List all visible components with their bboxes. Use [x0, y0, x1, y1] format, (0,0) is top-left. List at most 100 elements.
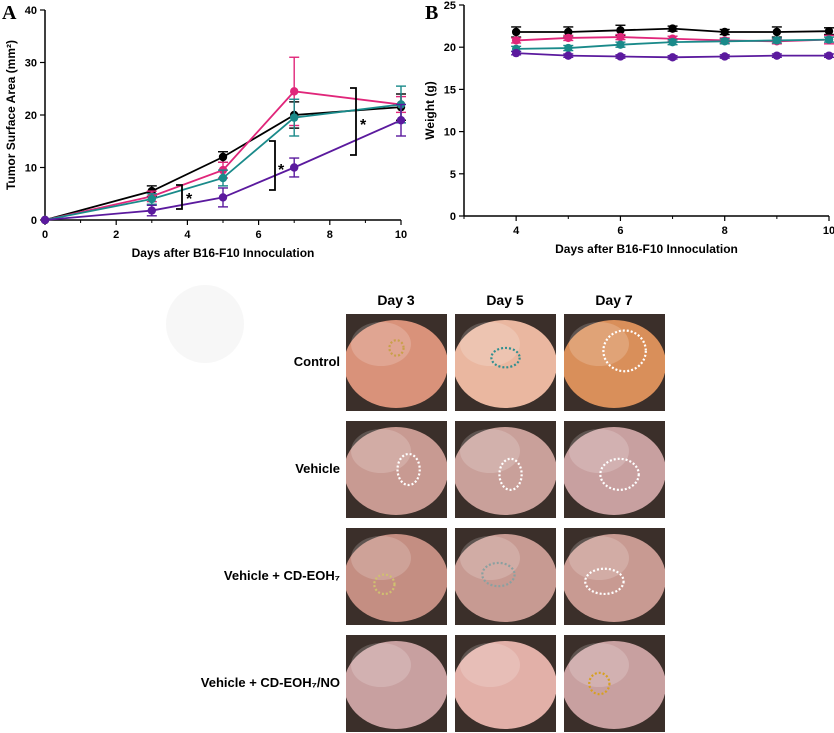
photo-column-header: Day 3	[377, 292, 415, 308]
skin-highlight	[569, 536, 629, 580]
data-point	[772, 36, 782, 45]
tumor-outline	[588, 671, 611, 696]
skin-patch	[455, 427, 556, 515]
x-tick-label: 8	[722, 225, 728, 237]
data-point	[824, 35, 834, 44]
x-axis-title: Days after B16-F10 Innoculation	[132, 246, 315, 260]
y-tick-label: 40	[25, 5, 37, 17]
tumor-outline	[599, 457, 640, 491]
skin-highlight	[569, 429, 629, 473]
skin-patch	[346, 641, 447, 729]
data-point	[290, 113, 299, 122]
data-point	[720, 52, 729, 61]
tumor-outline	[396, 452, 421, 487]
photo-canvas	[346, 635, 447, 732]
tumor-outline	[498, 457, 523, 491]
photo-canvas	[455, 314, 556, 411]
photo-column-header: Day 5	[486, 292, 524, 308]
data-point	[290, 163, 299, 172]
photo-canvas	[564, 314, 665, 411]
tumor-outline	[388, 339, 405, 357]
tumor-photo	[564, 421, 665, 518]
data-point	[218, 193, 228, 202]
data-point	[564, 43, 573, 53]
photo-row-label: Control	[293, 354, 340, 369]
photo-canvas	[564, 635, 665, 732]
tumor-photo	[346, 421, 447, 518]
tumor-photo	[455, 314, 556, 411]
y-axis-title: Tumor Surface Area (mm²)	[4, 40, 18, 190]
data-point	[147, 206, 156, 215]
skin-highlight	[460, 643, 520, 687]
data-point	[147, 194, 156, 204]
skin-highlight	[460, 429, 520, 473]
weight-chart: 0 5 10 15 20 25 4 6 8 10 Days after B16-F10 Innocu…	[423, 0, 834, 256]
y-tick-label: 20	[25, 110, 37, 122]
data-point	[218, 152, 228, 162]
tumor-photo	[455, 528, 556, 625]
y-axis-title: Weight (g)	[423, 81, 437, 139]
significance-star: *	[186, 191, 193, 208]
x-tick-label: 6	[256, 229, 262, 241]
skin-highlight	[569, 643, 629, 687]
skin-patch	[455, 534, 556, 622]
data-point	[616, 26, 625, 35]
skin-patch	[564, 641, 665, 729]
tumor-photo	[346, 528, 447, 625]
skin-patch	[564, 320, 665, 408]
photo-canvas	[455, 528, 556, 625]
significance-star: *	[360, 117, 367, 134]
skin-highlight	[351, 429, 411, 473]
photo-canvas	[564, 421, 665, 518]
data-point	[668, 53, 677, 62]
photo-row-label: Vehicle	[295, 461, 340, 476]
y-tick-label: 25	[444, 0, 456, 12]
data-point	[564, 27, 573, 37]
photo-row-label: Vehicle + CD-EOH₇	[223, 568, 340, 583]
data-point	[772, 27, 782, 37]
data-point	[720, 27, 729, 37]
x-axis-title: Days after B16-F10 Innoculation	[555, 242, 738, 256]
skin-patch	[346, 534, 447, 622]
significance-bracket	[350, 87, 357, 156]
photo-canvas	[455, 635, 556, 732]
photo-canvas	[455, 421, 556, 518]
data-point	[824, 26, 834, 36]
x-tick-label: 4	[184, 229, 191, 241]
tumor-photo	[564, 635, 665, 732]
data-point	[668, 37, 677, 47]
significance-star: *	[278, 162, 285, 179]
tumor-photo	[564, 528, 665, 625]
tumor-photo	[455, 635, 556, 732]
faint-circle-artifact	[166, 285, 244, 363]
x-tick-label: 6	[617, 225, 623, 237]
skin-patch	[564, 534, 665, 622]
photo-canvas	[346, 528, 447, 625]
skin-highlight	[351, 643, 411, 687]
photo-canvas	[564, 528, 665, 625]
x-tick-label: 10	[395, 229, 407, 241]
data-point	[668, 24, 677, 33]
panel-b-letter: B	[425, 2, 439, 24]
tumor-photo	[346, 635, 447, 732]
y-tick-label: 20	[444, 42, 456, 54]
data-point	[511, 48, 521, 58]
data-point	[564, 33, 573, 43]
significance-bracket	[176, 184, 183, 210]
data-point	[511, 27, 521, 37]
data-point	[616, 40, 625, 49]
data-point	[720, 37, 729, 46]
data-point	[772, 51, 782, 60]
skin-highlight	[351, 536, 411, 580]
y-tick-label: 15	[444, 84, 456, 96]
skin-highlight	[460, 536, 520, 580]
significance-bracket	[269, 140, 276, 191]
tumor-outline	[373, 573, 396, 596]
y-tick-label: 10	[25, 163, 37, 175]
y-tick-label: 30	[25, 58, 37, 70]
skin-highlight	[569, 322, 629, 366]
skin-patch	[455, 320, 556, 408]
data-point	[564, 51, 573, 60]
tumor-photo	[564, 314, 665, 411]
